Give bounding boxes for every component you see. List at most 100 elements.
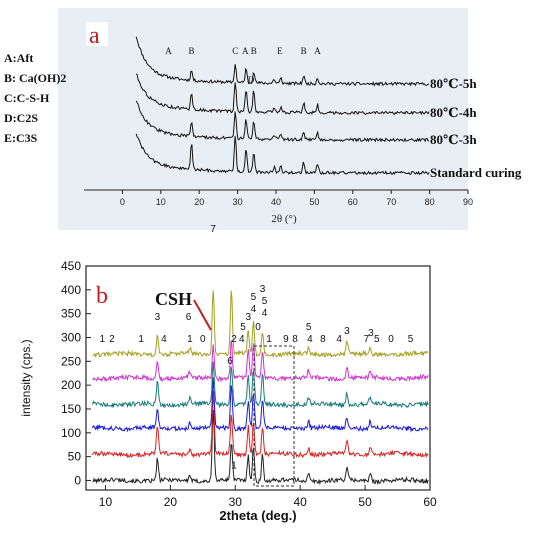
- peak-label: 0: [255, 322, 261, 333]
- peak-label: 9: [283, 334, 289, 345]
- peak-label: 3: [344, 326, 350, 337]
- panel-a-label: a: [89, 23, 100, 49]
- peak-label: 1: [231, 460, 237, 471]
- csh-annotation: CSH: [155, 289, 192, 309]
- y-tick-label: 0: [74, 473, 81, 487]
- x-tick-label: 10: [156, 197, 166, 207]
- peak-label: 3: [155, 312, 161, 323]
- y-tick-label: 300: [61, 330, 81, 344]
- xrd-trace: [92, 361, 429, 409]
- panel-b-y-ticks: 0 50 100 150 200 250 300 350 400 450: [61, 259, 91, 487]
- peak-label: 2: [109, 334, 115, 345]
- peak-label: 4: [251, 304, 257, 315]
- x-tick-label: 90: [463, 197, 473, 207]
- phase-legend-item: C:C-S-H: [4, 91, 50, 105]
- panel-a-label-box: [86, 22, 108, 46]
- peak-label: 3: [245, 312, 251, 323]
- x-tick-label: 50: [309, 197, 319, 207]
- peak-label: 4: [161, 334, 167, 345]
- peak-label: 1: [138, 334, 144, 345]
- panel-a-peak-labels: A B C A B E B AD: [165, 46, 321, 85]
- phase-legend-item: E:C3S: [4, 131, 38, 145]
- panel-a-x-ticks: 0 10 20 30 40 50 60 70 80 90: [120, 190, 473, 207]
- panel-b-y-axis-label: intensity (cps.): [19, 339, 33, 416]
- xrd-trace: [135, 36, 430, 87]
- peak-label: 3: [368, 328, 374, 339]
- peak-label: B: [189, 46, 195, 56]
- csh-annotation-arrow: [193, 299, 212, 331]
- peak-label: 5: [374, 334, 380, 345]
- xrd-trace: [92, 290, 429, 359]
- peak-label: 5: [408, 334, 414, 345]
- x-tick-label: 70: [386, 197, 396, 207]
- phase-legend-item: B: Ca(OH)2: [4, 71, 66, 85]
- xrd-trace: [135, 100, 430, 143]
- x-tick-label: 10: [99, 495, 113, 509]
- peak-label: 0: [200, 334, 206, 345]
- xrd-trace: [92, 340, 429, 383]
- xrd-trace: [135, 73, 430, 116]
- y-tick-label: 150: [61, 402, 81, 416]
- peak-label: A: [165, 46, 172, 56]
- xrd-trace: [92, 409, 429, 486]
- peak-label: D: [248, 75, 255, 85]
- phase-legend-item: D:C2S: [4, 111, 38, 125]
- peak-label: 4: [336, 334, 342, 345]
- y-tick-label: 400: [61, 283, 81, 297]
- peak-label: 4: [239, 334, 245, 345]
- x-tick-label: 40: [271, 197, 281, 207]
- x-tick-label: 20: [164, 495, 178, 509]
- peak-label: A: [242, 46, 249, 56]
- peak-label: 7: [210, 224, 216, 235]
- peak-label: 7: [364, 334, 370, 345]
- peak-label: 1: [266, 334, 272, 345]
- peak-label: 6: [186, 312, 192, 323]
- peak-label: A: [314, 46, 321, 56]
- panel-b-label: b: [96, 283, 108, 309]
- peak-label: 5: [240, 322, 246, 333]
- highlight-region: [253, 345, 295, 487]
- y-tick-label: 450: [61, 259, 81, 273]
- y-tick-label: 200: [61, 378, 81, 392]
- series-label: 80℃-3h: [430, 132, 477, 147]
- y-tick-label: 50: [68, 450, 82, 464]
- x-tick-label: 30: [229, 495, 243, 509]
- peak-label: 8: [320, 334, 326, 345]
- peak-label: 0: [388, 334, 394, 345]
- y-tick-label: 100: [61, 426, 81, 440]
- series-label: 80℃-5h: [430, 76, 477, 91]
- panel-b-x-ticks: 10 20 30 40 50 60: [99, 485, 437, 509]
- panel-a-background: [58, 8, 468, 230]
- xrd-trace: [92, 377, 429, 433]
- x-tick-label: 60: [348, 197, 358, 207]
- panel-a: a A:Aft B: Ca(OH)2 C:C-S-H D:C2S E:C3S 80℃-5…: [4, 8, 522, 230]
- peak-label: 2: [231, 334, 237, 345]
- phase-legend-item: A:Aft: [4, 51, 33, 65]
- series-label: Standard curing: [430, 165, 522, 180]
- x-tick-label: 0: [120, 197, 125, 207]
- peak-label: 1: [99, 334, 105, 345]
- series-label: 80℃-4h: [430, 105, 477, 120]
- xrd-trace: [92, 390, 429, 459]
- x-tick-label: 30: [233, 197, 243, 207]
- panel-a-traces: [135, 36, 430, 176]
- peak-label: 4: [307, 334, 313, 345]
- peak-label: C: [232, 46, 238, 56]
- x-tick-label: 40: [294, 495, 308, 509]
- panel-a-x-axis-label: 2θ (°): [271, 213, 297, 225]
- peak-label: 1: [187, 334, 193, 345]
- x-tick-label: 20: [194, 197, 204, 207]
- peak-label: 5: [306, 322, 312, 333]
- panel-b-x-axis-label: 2theta (deg.): [219, 508, 296, 523]
- peak-label: 8: [292, 334, 298, 345]
- peak-label: B: [251, 46, 257, 56]
- xrd-trace: [135, 133, 430, 176]
- peak-label: B: [301, 46, 307, 56]
- y-tick-label: 350: [61, 307, 81, 321]
- y-tick-label: 250: [61, 354, 81, 368]
- peak-label: 4: [262, 308, 268, 319]
- panel-a-series-labels: 80℃-5h 80℃-4h 80℃-3h Standard curing: [430, 76, 522, 180]
- panel-b-traces: [92, 290, 429, 486]
